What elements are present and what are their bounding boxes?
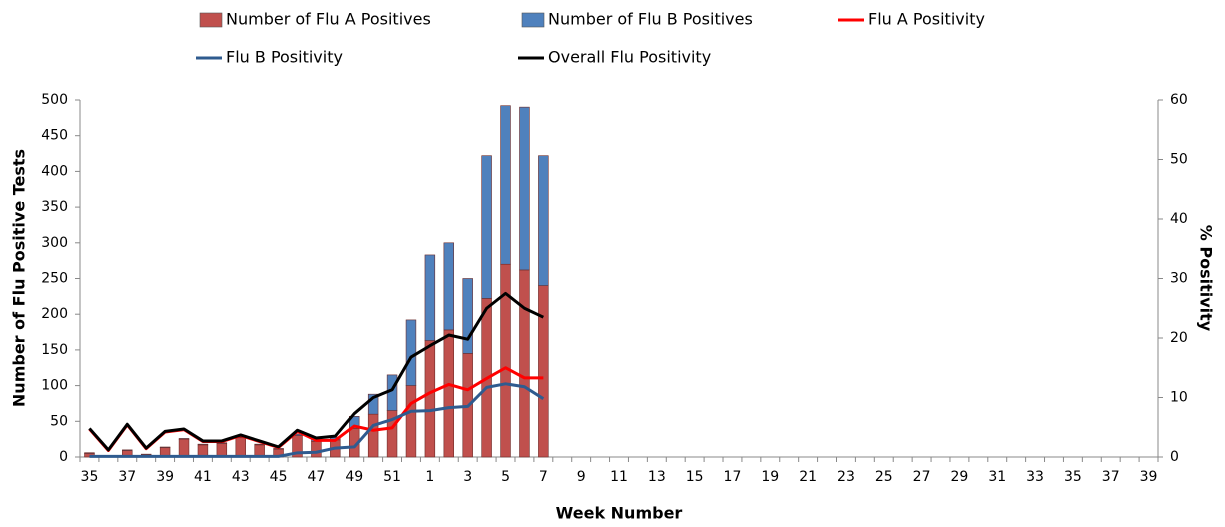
line [89, 382, 545, 458]
y2-tick-label: 20 [1170, 330, 1188, 346]
x-tick-label: 19 [761, 469, 779, 485]
bar [424, 340, 436, 458]
x-axis-title: Week Number [556, 504, 683, 523]
legend-swatch [199, 12, 223, 28]
x-tick-label: 51 [383, 469, 401, 485]
line [88, 291, 544, 452]
bar [311, 440, 322, 458]
x-tick-label: 25 [875, 469, 893, 485]
legend-label: Number of Flu A Positives [226, 10, 431, 29]
y-tick-label: 400 [41, 163, 68, 179]
legend-label: Overall Flu Positivity [548, 48, 711, 67]
x-tick-label: 39 [156, 469, 174, 485]
bar [538, 155, 549, 286]
legend-label: Flu B Positivity [226, 48, 343, 67]
y2-tick-label: 40 [1170, 211, 1188, 227]
y2-tick-label: 0 [1170, 449, 1179, 465]
bar [443, 242, 455, 331]
y-tick-label: 150 [41, 342, 68, 358]
bar [367, 413, 379, 458]
bar [424, 254, 436, 341]
x-tick-label: 11 [610, 469, 628, 485]
x-tick-label: 27 [913, 469, 931, 485]
bar [254, 443, 265, 446]
bar [178, 438, 190, 458]
x-tick-label: 39 [1140, 469, 1158, 485]
y-tick-label: 500 [41, 92, 68, 108]
bar [122, 449, 133, 451]
x-tick-label: 23 [837, 469, 855, 485]
bar [367, 393, 379, 415]
legend-swatch [521, 12, 545, 28]
x-tick-label: 15 [686, 469, 704, 485]
y2-tick-label: 10 [1170, 390, 1188, 406]
x-tick-label: 31 [988, 469, 1006, 485]
x-tick-label: 21 [799, 469, 817, 485]
x-tick-label: 37 [1102, 469, 1120, 485]
x-tick-label: 43 [232, 469, 250, 485]
bar [159, 446, 171, 449]
y-tick-label: 350 [41, 199, 68, 215]
x-tick-label: 5 [501, 469, 510, 485]
x-tick-label: 45 [270, 469, 288, 485]
y-tick-label: 50 [50, 413, 68, 429]
bar [140, 453, 152, 456]
bar [462, 278, 473, 354]
x-tick-label: 35 [81, 469, 99, 485]
bar [405, 385, 417, 458]
y-axis-title: Number of Flu Positive Tests [10, 149, 29, 407]
y-tick-label: 300 [41, 235, 68, 251]
x-tick-label: 49 [345, 469, 363, 485]
y-tick-label: 0 [59, 449, 68, 465]
y-tick-label: 200 [41, 306, 68, 322]
x-tick-label: 17 [724, 469, 742, 485]
bar [500, 105, 511, 265]
x-tick-label: 7 [539, 469, 548, 485]
bar [178, 438, 190, 440]
x-tick-label: 37 [118, 469, 136, 485]
x-tick-label: 33 [1026, 469, 1044, 485]
bar [405, 319, 417, 386]
y-tick-label: 250 [41, 271, 68, 287]
x-tick-label: 3 [463, 469, 472, 485]
legend-label: Number of Flu B Positives [548, 10, 753, 29]
bar [197, 443, 209, 446]
bar [84, 452, 95, 454]
y2-tick-label: 50 [1170, 152, 1188, 168]
y-tick-label: 450 [41, 128, 68, 144]
x-tick-label: 13 [648, 469, 666, 485]
x-tick-label: 29 [951, 469, 969, 485]
x-tick-label: 9 [577, 469, 586, 485]
x-tick-label: 47 [307, 469, 325, 485]
x-tick-label: 1 [425, 469, 434, 485]
bar [443, 329, 455, 458]
y-tick-label: 100 [41, 378, 68, 394]
bar [235, 437, 246, 458]
bar [538, 285, 549, 458]
x-tick-label: 41 [194, 469, 212, 485]
x-tick-label: 35 [1064, 469, 1082, 485]
y2-tick-label: 60 [1170, 92, 1188, 108]
bar [519, 106, 530, 271]
y2-tick-label: 30 [1170, 271, 1188, 287]
bar [519, 269, 530, 458]
legend-label: Flu A Positivity [868, 10, 985, 29]
y2-axis-title: % Positivity [1197, 225, 1216, 332]
bar [481, 155, 492, 299]
bar [349, 416, 360, 429]
